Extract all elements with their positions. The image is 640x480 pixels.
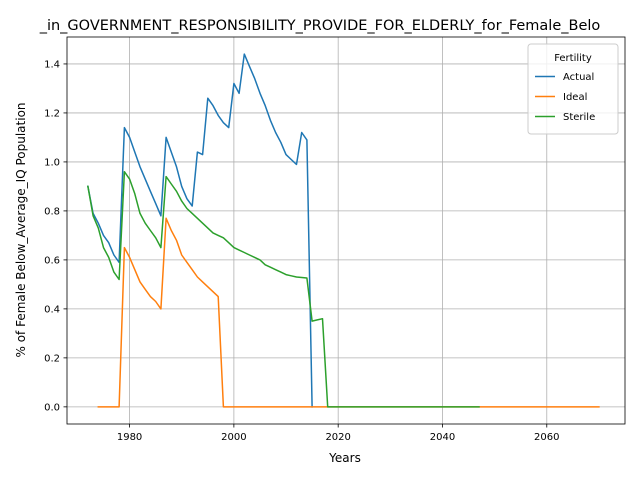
y-tick-label: 0.6 xyxy=(44,255,60,266)
y-tick-label: 0.2 xyxy=(44,353,60,364)
legend-title: Fertility xyxy=(554,53,592,64)
series-line-sterile xyxy=(87,170,480,408)
series-line-ideal xyxy=(97,217,600,408)
x-tick-label: 2020 xyxy=(325,432,350,443)
y-tick-label: 0.8 xyxy=(44,206,60,217)
legend-label-actual: Actual xyxy=(563,72,594,83)
legend-box xyxy=(527,43,619,135)
y-tick-label: 0.0 xyxy=(44,402,60,413)
x-tick-label: 1980 xyxy=(117,432,142,443)
y-tick-label: 1.4 xyxy=(44,59,60,70)
legend-label-sterile: Sterile xyxy=(563,112,595,123)
y-axis-label: % of Female Below_Average_IQ Population xyxy=(14,102,28,357)
x-axis-ticks: 1980 2000 2020 2040 2060 xyxy=(117,424,560,443)
x-axis-label: Years xyxy=(328,451,361,465)
series-lines xyxy=(87,53,600,408)
x-tick-label: 2040 xyxy=(430,432,455,443)
x-tick-label: 2000 xyxy=(221,432,246,443)
plot-frame xyxy=(66,36,626,425)
y-tick-label: 1.0 xyxy=(44,157,60,168)
y-axis-ticks: 0.0 0.2 0.4 0.6 0.8 1.0 1.2 1.4 xyxy=(44,59,67,413)
x-tick-label: 2060 xyxy=(534,432,559,443)
legend: Fertility Actual Ideal Sterile xyxy=(527,43,619,135)
y-tick-label: 0.4 xyxy=(44,304,60,315)
y-tick-label: 1.2 xyxy=(44,108,60,119)
legend-label-ideal: Ideal xyxy=(563,92,587,103)
chart-title: _in_GOVERNMENT_RESPONSIBILITY_PROVIDE_FO… xyxy=(39,18,601,34)
series-line-actual xyxy=(87,53,313,408)
